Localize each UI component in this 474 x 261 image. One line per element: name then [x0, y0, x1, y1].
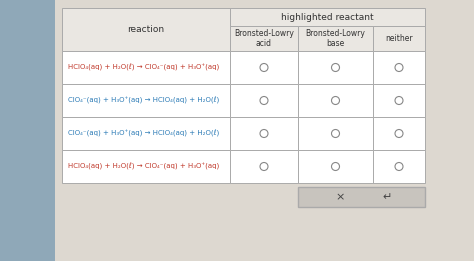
Text: reaction: reaction [128, 25, 164, 34]
Circle shape [331, 129, 339, 138]
Bar [298, 84, 373, 117]
Bar [230, 150, 298, 183]
Bar [230, 84, 298, 117]
Circle shape [395, 163, 403, 170]
Circle shape [260, 97, 268, 104]
Text: HClO₄(aq) + H₂O(ℓ) → ClO₄⁻(aq) + H₃O⁺(aq): HClO₄(aq) + H₂O(ℓ) → ClO₄⁻(aq) + H₃O⁺(aq… [68, 163, 219, 170]
Bar [230, 8, 425, 26]
Text: ↵: ↵ [382, 192, 392, 202]
Text: HClO₄(aq) + H₂O(ℓ) → ClO₄⁻(aq) + H₃O⁺(aq): HClO₄(aq) + H₂O(ℓ) → ClO₄⁻(aq) + H₃O⁺(aq… [68, 64, 219, 71]
Bar [0, 0, 55, 261]
Bar [230, 26, 298, 51]
Bar [230, 51, 298, 84]
Circle shape [260, 63, 268, 72]
Circle shape [395, 63, 403, 72]
Circle shape [395, 97, 403, 104]
Circle shape [260, 129, 268, 138]
Text: Bronsted-Lowry
acid: Bronsted-Lowry acid [234, 29, 294, 48]
Bar [373, 51, 425, 84]
Bar [373, 26, 425, 51]
Bar [62, 150, 230, 183]
Text: highlighted reactant: highlighted reactant [281, 13, 374, 21]
Circle shape [260, 163, 268, 170]
Bar [373, 84, 425, 117]
Circle shape [395, 129, 403, 138]
Bar [298, 51, 373, 84]
Text: ClO₄⁻(aq) + H₃O⁺(aq) → HClO₄(aq) + H₂O(ℓ): ClO₄⁻(aq) + H₃O⁺(aq) → HClO₄(aq) + H₂O(ℓ… [68, 97, 219, 104]
Circle shape [331, 97, 339, 104]
Bar [298, 117, 373, 150]
Bar [298, 26, 373, 51]
Bar [62, 117, 230, 150]
Bar [62, 51, 230, 84]
Text: ClO₄⁻(aq) + H₃O⁺(aq) → HClO₄(aq) + H₂O(ℓ): ClO₄⁻(aq) + H₃O⁺(aq) → HClO₄(aq) + H₂O(ℓ… [68, 130, 219, 137]
Bar [298, 150, 373, 183]
Text: Bronsted-Lowry
base: Bronsted-Lowry base [306, 29, 365, 48]
Text: neither: neither [385, 34, 413, 43]
Bar [373, 150, 425, 183]
Bar [298, 187, 425, 207]
Bar [230, 117, 298, 150]
Bar [62, 84, 230, 117]
Bar [373, 117, 425, 150]
Bar [62, 8, 230, 51]
Circle shape [331, 63, 339, 72]
Text: ×: × [335, 192, 345, 202]
Circle shape [331, 163, 339, 170]
